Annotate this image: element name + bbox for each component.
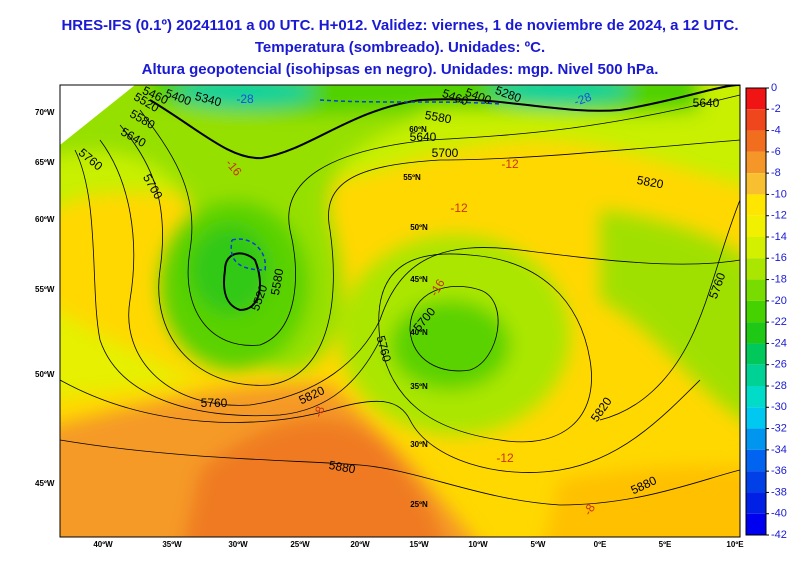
colorbar-tick-label: -42 <box>771 529 787 541</box>
temp-label: -12 <box>450 201 468 215</box>
lat-label: 60ºW <box>35 215 55 224</box>
colorbar-tick-label: -28 <box>771 380 787 392</box>
colorbar-tick-label: -12 <box>771 210 787 222</box>
colorbar-tick-label: -2 <box>771 103 781 115</box>
lat-labels: 70ºW 65ºW 60ºW 55ºW 50ºW 45ºW <box>35 108 55 488</box>
lat-label: 55ºN <box>403 173 421 182</box>
lon-label: 35ºW <box>162 540 182 549</box>
contour-label: 5760 <box>374 334 395 364</box>
colorbar-tick-label: -36 <box>771 465 787 477</box>
contour-label: 5700 <box>432 146 459 160</box>
colorbar-bin <box>746 407 766 429</box>
colorbar-tick-label: -14 <box>771 231 787 243</box>
contour-label: 5580 <box>424 108 453 126</box>
colorbar-bin <box>746 88 766 110</box>
colorbar-tick-label: -6 <box>771 146 781 158</box>
colorbar-bin <box>746 513 766 535</box>
lon-label: 10ºE <box>726 540 744 549</box>
height-contours <box>60 85 740 506</box>
colorbar-bin <box>746 258 766 280</box>
colorbar-bin <box>746 343 766 365</box>
temperature-field <box>60 85 740 537</box>
temp-label: -8 <box>311 404 328 419</box>
temp-label: -12 <box>501 157 519 171</box>
colorbar-tick-label: -20 <box>771 295 787 307</box>
temp-label: -28 <box>236 92 254 106</box>
temp-label: -12 <box>496 451 514 465</box>
colorbar-bin <box>746 492 766 514</box>
contour-label: 5760 <box>201 396 228 410</box>
colorbar-bin <box>746 428 766 450</box>
contour-label: 5820 <box>636 173 665 191</box>
colorbar-bin <box>746 386 766 408</box>
lon-label: 15ºW <box>409 540 429 549</box>
lon-label: 5ºE <box>659 540 672 549</box>
colorbar-bin <box>746 364 766 386</box>
lat-label: 25ºN <box>410 500 428 509</box>
lon-label: 0ºE <box>594 540 607 549</box>
colorbar-bin <box>746 237 766 259</box>
lat-label: 45ºW <box>35 479 55 488</box>
lat-label: 55ºW <box>35 285 55 294</box>
colorbar-tick-label: -16 <box>771 252 787 264</box>
lat-label: 60ºN <box>409 125 427 134</box>
lon-label: 5ºW <box>531 540 546 549</box>
colorbar-tick-label: -30 <box>771 401 787 413</box>
colorbar-tick-label: -26 <box>771 359 787 371</box>
colorbar-tick-label: -22 <box>771 316 787 328</box>
colorbar-tick-label: 0 <box>771 82 777 94</box>
colorbar-bin <box>746 109 766 131</box>
colorbar-bin <box>746 449 766 472</box>
colorbar-bin <box>746 194 766 216</box>
lat-label: 50ºN <box>410 223 428 232</box>
lat-label: 30ºN <box>410 440 428 449</box>
colorbar-tick-label: -24 <box>771 337 787 349</box>
colorbar-tick-label: -4 <box>771 124 781 136</box>
colorbar-tick-label: -18 <box>771 273 787 285</box>
colorbar-frame <box>745 87 767 536</box>
lat-label: 65ºW <box>35 158 55 167</box>
contour-label: 5640 <box>410 130 437 144</box>
lon-label: 10ºW <box>468 540 488 549</box>
colorbar-tick-label: -34 <box>771 444 787 456</box>
colorbar-bin <box>746 215 766 237</box>
colorbar-bin <box>746 173 766 195</box>
temp-label: -28 <box>572 90 593 109</box>
lon-label: 40ºW <box>93 540 113 549</box>
title-line: Altura geopotencial (isohipsas en negro)… <box>141 61 659 78</box>
colorbar-bin <box>746 300 766 323</box>
title-line: Temperatura (sombreado). Unidades: ºC. <box>254 39 546 56</box>
colorbar-bin <box>746 279 766 301</box>
colorbar-bin <box>746 471 766 493</box>
lon-label: 20ºW <box>350 540 370 549</box>
colorbar: 0 -2 -4 -6 -8 -10 -12 -14 -16 -18 -20 -22 -24 -26 -28 -… <box>745 82 787 541</box>
colorbar-tick-label: -10 <box>771 188 787 200</box>
colorbar-bin <box>746 130 766 152</box>
colorbar-bin <box>746 151 766 174</box>
lon-label: 30ºW <box>228 540 248 549</box>
contour-label: 5580 <box>268 267 286 296</box>
contour-label: 5640 <box>693 96 720 110</box>
lat-label: 40ºN <box>410 328 428 337</box>
inner-lat-labels: 60ºN 55ºN 50ºN 45ºN 40ºN 35ºN 30ºN 25ºN <box>403 125 428 509</box>
lon-labels: 40ºW 35ºW 30ºW 25ºW 20ºW 15ºW 10ºW 5ºW 0… <box>93 540 744 549</box>
lat-label: 50ºW <box>35 370 55 379</box>
title-line: HRES-IFS (0.1º) 20241101 a 00 UTC. H+012… <box>61 17 739 34</box>
colorbar-tick-label: -40 <box>771 508 787 520</box>
contour-label: 5340 <box>194 89 224 110</box>
lon-label: 25ºW <box>290 540 310 549</box>
colorbar-bin <box>746 322 766 344</box>
lat-label: 45ºN <box>410 275 428 284</box>
contour-label: 5880 <box>328 458 357 476</box>
colorbar-tick-label: -32 <box>771 422 787 434</box>
lat-label: 70ºW <box>35 108 55 117</box>
colorbar-tick-label: -38 <box>771 486 787 498</box>
colorbar-tick-label: -8 <box>771 167 781 179</box>
lat-label: 35ºN <box>410 382 428 391</box>
